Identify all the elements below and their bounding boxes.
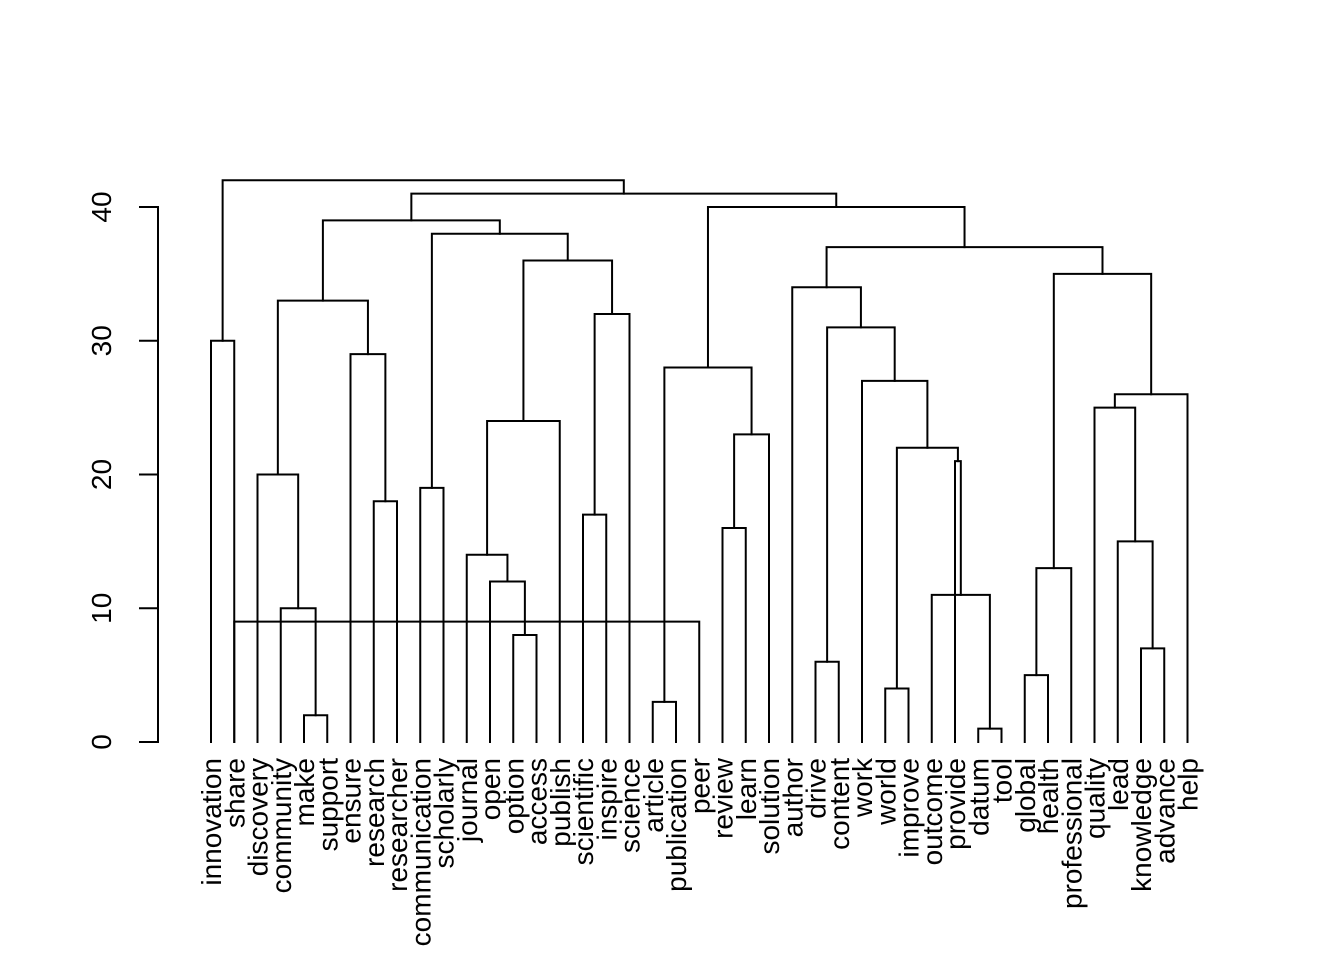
merge-branch-M — [1035, 567, 1073, 743]
leaf-label-professional: professional — [1056, 758, 1087, 909]
leaf-label-open: open — [475, 758, 506, 820]
merge-branch-AK — [825, 246, 1104, 289]
leaf-label-review: review — [708, 757, 739, 839]
merge-branch-E — [1023, 674, 1049, 743]
merge-branch-L — [489, 580, 526, 743]
leaf-label-access: access — [522, 758, 553, 845]
y-axis: 0 10 20 30 40 — [86, 191, 159, 750]
leaf-label-option: option — [498, 758, 529, 834]
leaf-label-knowledge: knowledge — [1126, 758, 1157, 892]
leaf-label-peer: peer — [684, 758, 715, 814]
merge-branch-Z — [1113, 393, 1189, 743]
leaf-label-quality: quality — [1080, 758, 1111, 839]
merge-branch-AG — [276, 299, 369, 476]
merge-branch-A — [977, 727, 1003, 743]
leaf-label-global: global — [1010, 758, 1041, 833]
leaf-label-community: community — [266, 758, 297, 893]
merge-branch-G — [1140, 647, 1166, 743]
leaf-label-outcome: outcome — [917, 758, 948, 865]
leaf-label-advance: advance — [1149, 758, 1180, 864]
merge-branch-U — [954, 460, 962, 743]
leaf-label-author: author — [777, 758, 808, 837]
leaf-label-article: article — [638, 758, 669, 833]
merge-branch-AL — [430, 232, 569, 489]
merge-branch-V — [895, 446, 959, 690]
leaf-label-discovery: discovery — [243, 758, 274, 876]
merge-branch-AE — [826, 326, 896, 663]
dendrogram-branches — [210, 179, 1189, 743]
leaf-label-drive: drive — [801, 758, 832, 819]
merge-branch-W — [733, 433, 770, 743]
merge-branch-B — [303, 714, 329, 743]
merge-branch-AD — [210, 339, 236, 743]
merge-branch-AI — [1052, 272, 1153, 570]
merge-branch-AF — [593, 313, 631, 743]
y-tick-label: 10 — [86, 593, 117, 624]
leaf-label-scholarly: scholarly — [429, 758, 460, 868]
leaf-label-improve: improve — [894, 758, 925, 858]
merge-branch-S — [419, 486, 445, 743]
y-tick-label: 40 — [86, 191, 117, 222]
merge-branch-AJ — [522, 259, 614, 422]
merge-branch-P — [721, 527, 747, 743]
merge-branch-H — [512, 634, 538, 743]
merge-branch-F — [814, 660, 840, 743]
leaf-label-support: support — [312, 758, 343, 852]
leaf-label-publication: publication — [661, 758, 692, 892]
leaf-labels: innovationsharediscoverycommunitymakesup… — [196, 757, 1204, 946]
leaf-label-learn: learn — [731, 758, 762, 820]
leaf-label-world: world — [870, 758, 901, 826]
y-tick-label: 30 — [86, 325, 117, 356]
leaf-label-health: health — [1033, 758, 1064, 834]
merge-branch-Y — [1093, 406, 1137, 743]
leaf-label-scientific: scientific — [568, 758, 599, 865]
leaf-label-solution: solution — [754, 758, 785, 855]
merge-branch-J — [279, 607, 317, 743]
merge-branch-N — [465, 553, 509, 743]
merge-branch-O — [1116, 540, 1154, 743]
leaf-label-content: content — [824, 758, 855, 850]
leaf-label-make: make — [289, 758, 320, 826]
merge-branch-AC — [349, 353, 387, 743]
leaf-label-tool: tool — [987, 758, 1018, 803]
leaf-label-provide: provide — [940, 758, 971, 850]
merge-branch-AP — [221, 179, 625, 342]
merge-branch-Q — [582, 513, 608, 743]
merge-branch-C — [651, 700, 677, 743]
y-tick-label: 20 — [86, 459, 117, 490]
leaf-label-share: share — [219, 758, 250, 828]
merge-branch-K — [930, 593, 991, 743]
leaf-label-science: science — [615, 758, 646, 853]
leaf-label-inspire: inspire — [591, 758, 622, 840]
leaf-label-researcher: researcher — [382, 758, 413, 892]
merge-branch-AB — [663, 366, 753, 703]
leaf-label-ensure: ensure — [336, 758, 367, 844]
merge-branch-AM — [321, 219, 501, 302]
y-tick-label: 0 — [86, 734, 117, 750]
leaf-label-communication: communication — [405, 758, 436, 946]
leaf-label-help: help — [1173, 758, 1204, 811]
leaf-label-lead: lead — [1103, 758, 1134, 811]
leaf-label-research: research — [359, 758, 390, 867]
leaf-label-datum: datum — [963, 758, 994, 836]
leaf-label-publish: publish — [545, 758, 576, 847]
merge-branch-D — [884, 687, 910, 743]
leaf-label-journal: journal — [452, 758, 483, 843]
leaf-label-innovation: innovation — [196, 758, 227, 886]
leaf-label-work: work — [847, 757, 878, 818]
